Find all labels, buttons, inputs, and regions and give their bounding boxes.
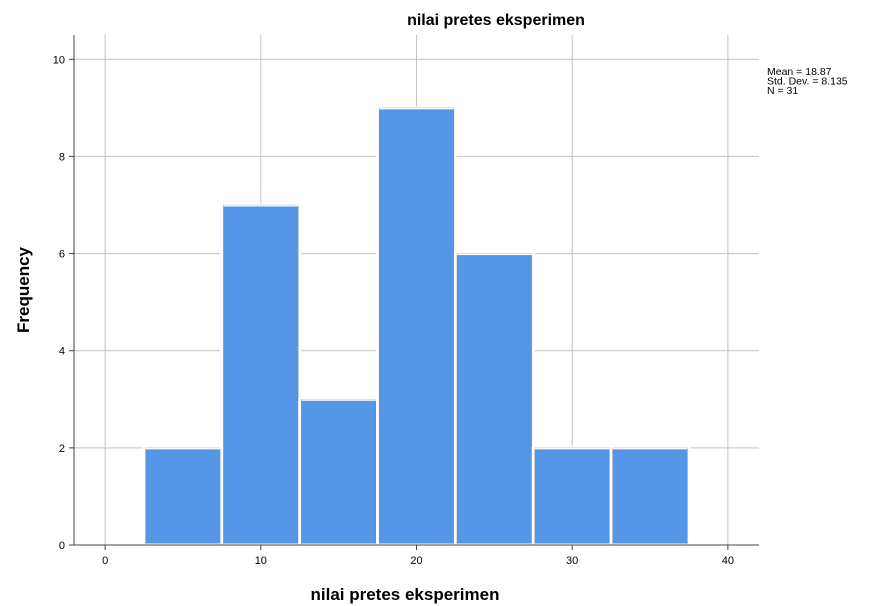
x-tick-label: 10: [255, 555, 267, 567]
y-tick-label: 0: [59, 540, 65, 552]
histogram-bar: [609, 446, 691, 547]
y-tick-label: 6: [59, 249, 65, 261]
axes: [69, 35, 759, 550]
x-tick-label: 40: [722, 555, 734, 567]
y-tick-label: 4: [59, 346, 65, 358]
histogram-bars: [142, 106, 691, 547]
x-axis-label: nilai pretes eksperimen: [311, 585, 500, 604]
histogram-bar: [298, 397, 380, 547]
x-tick-label: 30: [566, 555, 578, 567]
x-tick-label: 0: [102, 555, 108, 567]
histogram-bar: [531, 446, 613, 547]
stats-line: Std. Dev. = 8.135: [767, 76, 848, 88]
y-tick-label: 8: [59, 151, 65, 163]
stats-line: Mean = 18.87: [767, 66, 832, 78]
histogram-bar: [142, 446, 224, 547]
tick-labels: 0 10 20 30 40 0 2 4 6 8 10: [53, 54, 734, 567]
histogram-bar: [376, 106, 457, 547]
y-tick-label: 2: [59, 443, 65, 455]
x-tick-label: 20: [410, 555, 422, 567]
histogram-bar: [453, 252, 535, 547]
y-tick-label: 10: [53, 54, 65, 66]
chart-title: nilai pretes eksperimen: [407, 12, 585, 29]
stats-line: N = 31: [767, 85, 798, 97]
histogram-bar: [220, 203, 302, 547]
y-axis-label: Frequency: [14, 246, 33, 333]
